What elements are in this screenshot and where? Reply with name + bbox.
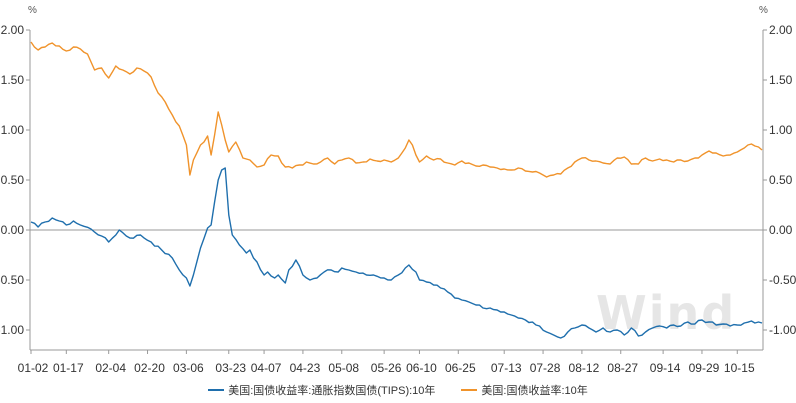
y-tick-label: 1.00 [769, 123, 793, 137]
legend-swatch-tips [208, 389, 225, 391]
x-tick-label: 06-10 [406, 361, 437, 375]
y-tick-label: -1.00 [0, 323, 24, 337]
legend-label-nominal: 美国:国债收益率:10年 [481, 385, 588, 397]
y-tick-label: 0.50 [769, 173, 793, 187]
axes [26, 29, 767, 354]
x-tick-label: 10-15 [724, 361, 755, 375]
y-tick-label: 0.00 [769, 223, 793, 237]
x-tick-label: 07-28 [530, 361, 561, 375]
x-tick-label: 05-26 [371, 361, 402, 375]
x-tick-label: 03-23 [215, 361, 246, 375]
y-tick-label: 2.00 [1, 23, 25, 37]
legend-label-tips: 美国:国债收益率:通胀指数国债(TIPS):10年 [228, 385, 436, 397]
legend-item-tips[interactable]: 美国:国债收益率:通胀指数国债(TIPS):10年 [208, 382, 435, 398]
x-tick-label: 09-29 [689, 361, 720, 375]
y-tick-label: -1.00 [769, 323, 796, 337]
y-tick-label: 1.50 [769, 73, 793, 87]
x-tick-label: 09-14 [650, 361, 681, 375]
y-tick-label: 0.00 [1, 223, 25, 237]
tips-yield-line [30, 167, 763, 339]
left-y-axis-labels: 2.00 1.50 1.00 0.50 0.00 -0.50 -1.00 [0, 23, 24, 337]
x-tick-label: 06-25 [445, 361, 476, 375]
x-tick-label: 08-27 [607, 361, 638, 375]
legend-item-nominal[interactable]: 美国:国债收益率:10年 [461, 382, 588, 398]
left-unit-label: % [28, 5, 37, 16]
x-axis-labels: 01-02 01-17 02-04 02-20 03-06 03-23 04-07 04-23… [18, 361, 755, 375]
right-unit-label: % [759, 5, 768, 16]
x-tick-label: 07-13 [491, 361, 522, 375]
x-tick-label: 05-08 [328, 361, 359, 375]
x-tick-label: 03-06 [173, 361, 204, 375]
legend: 美国:国债收益率:通胀指数国债(TIPS):10年 美国:国债收益率:10年 [0, 382, 796, 398]
y-tick-label: -0.50 [0, 273, 24, 287]
y-tick-label: 1.00 [1, 123, 25, 137]
y-tick-label: 2.00 [769, 23, 793, 37]
x-tick-label: 02-04 [95, 361, 126, 375]
legend-swatch-nominal [461, 389, 478, 391]
x-tick-label: 04-23 [290, 361, 321, 375]
right-y-axis-labels: 2.00 1.50 1.00 0.50 0.00 -0.50 -1.00 [769, 23, 796, 337]
x-tick-label: 02-20 [134, 361, 165, 375]
nominal-yield-line [30, 41, 763, 178]
x-tick-label: 08-12 [569, 361, 600, 375]
y-tick-label: 1.50 [1, 73, 25, 87]
x-tick-label: 04-07 [251, 361, 282, 375]
x-tick-label: 01-02 [18, 361, 49, 375]
x-tick-label: 01-17 [53, 361, 84, 375]
y-tick-label: -0.50 [769, 273, 796, 287]
y-tick-label: 0.50 [1, 173, 25, 187]
series-lines [30, 41, 763, 339]
